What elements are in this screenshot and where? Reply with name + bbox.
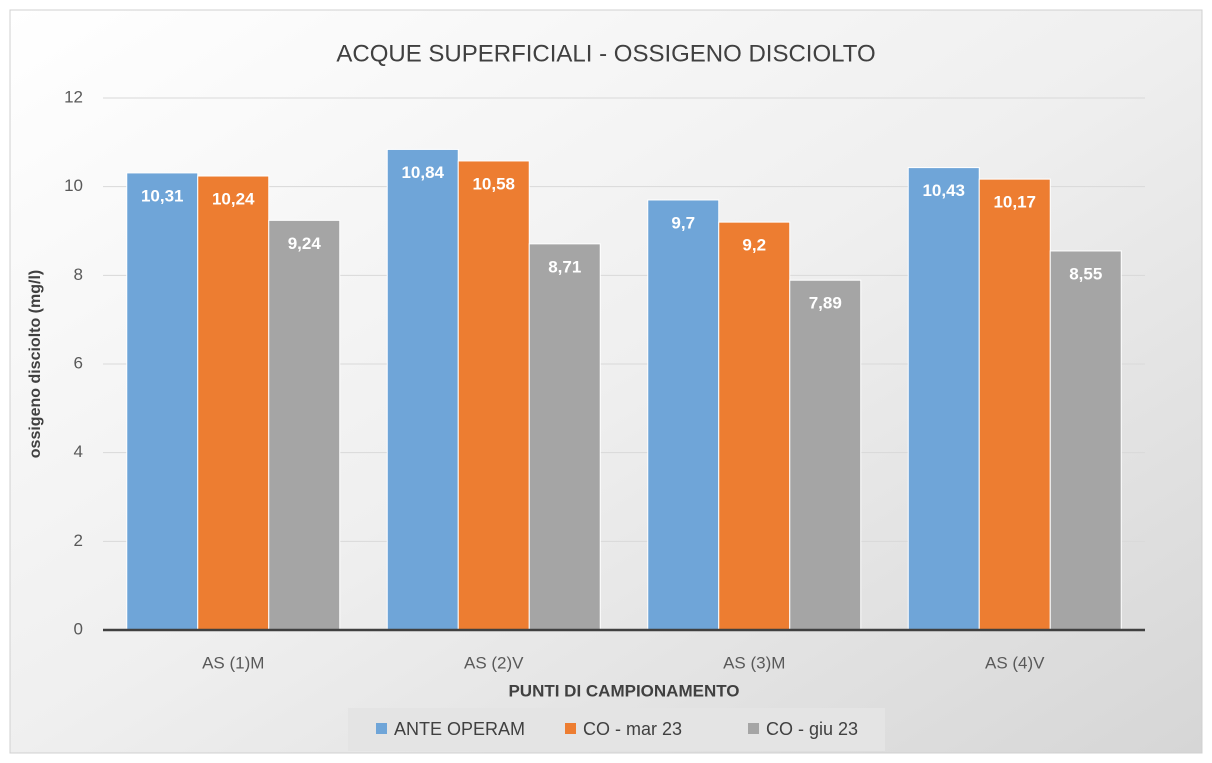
bar	[197, 175, 270, 631]
legend-label: CO - giu 23	[766, 719, 858, 739]
bar	[268, 219, 341, 631]
bar	[907, 167, 980, 631]
value-label: 10,24	[212, 190, 255, 209]
legend-label: ANTE OPERAM	[394, 719, 525, 739]
value-label: 10,58	[472, 174, 515, 193]
bar	[647, 199, 720, 631]
bar	[978, 178, 1051, 631]
bar	[457, 160, 530, 631]
chart-title: ACQUE SUPERFICIALI - OSSIGENO DISCIOLTO	[336, 40, 875, 67]
value-label: 9,24	[288, 234, 322, 253]
bar	[718, 221, 791, 631]
x-tick-label: AS (3)M	[723, 653, 785, 672]
bar	[528, 243, 601, 631]
y-axis-title: ossigeno disciolto (mg/l)	[27, 270, 44, 458]
x-tick-label: AS (4)V	[985, 653, 1045, 672]
value-label: 9,2	[742, 236, 766, 255]
legend-swatch	[748, 723, 759, 734]
y-tick-label: 0	[74, 619, 83, 638]
y-tick-label: 8	[74, 265, 83, 284]
legend-swatch	[376, 723, 387, 734]
value-label: 10,84	[401, 163, 444, 182]
x-tick-label: AS (1)M	[202, 653, 264, 672]
bar	[789, 279, 862, 631]
y-tick-label: 4	[74, 442, 83, 461]
legend-label: CO - mar 23	[583, 719, 682, 739]
bar	[386, 148, 459, 631]
y-tick-label: 12	[64, 87, 83, 106]
y-tick-label: 2	[74, 531, 83, 550]
value-label: 8,55	[1069, 264, 1102, 283]
x-axis-title: PUNTI DI CAMPIONAMENTO	[508, 681, 739, 700]
value-label: 9,7	[671, 213, 695, 232]
y-tick-label: 10	[64, 176, 83, 195]
legend-box	[348, 708, 885, 751]
value-label: 10,43	[922, 181, 965, 200]
bar	[126, 172, 199, 631]
bar	[1049, 250, 1122, 631]
legend-swatch	[565, 723, 576, 734]
value-label: 8,71	[548, 257, 581, 276]
y-tick-label: 6	[74, 353, 83, 372]
value-label: 7,89	[809, 294, 842, 313]
x-tick-label: AS (2)V	[464, 653, 524, 672]
value-label: 10,31	[141, 186, 184, 205]
value-label: 10,17	[993, 193, 1036, 212]
